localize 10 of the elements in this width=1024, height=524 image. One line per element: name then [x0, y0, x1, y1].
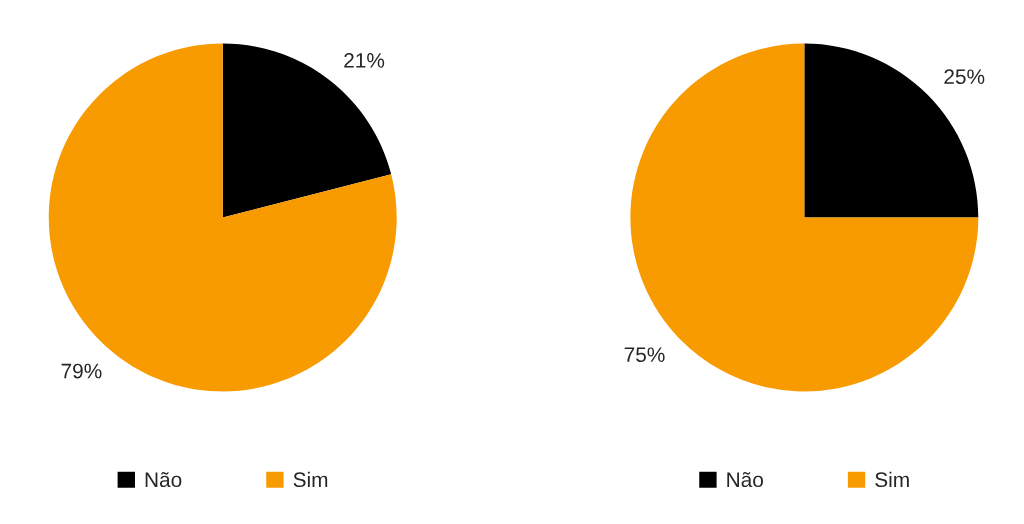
legend-label: Sim — [875, 471, 909, 488]
data-label: 75% — [624, 347, 665, 363]
pie-slice — [48, 43, 397, 392]
legend-label: Não — [145, 471, 182, 488]
pie-slice — [222, 43, 392, 218]
legend-label: Não — [727, 471, 763, 488]
data-label: 79% — [61, 363, 102, 379]
data-label: 21% — [344, 52, 385, 68]
data-label: 25% — [944, 69, 985, 85]
legend-label: Sim — [293, 471, 328, 488]
